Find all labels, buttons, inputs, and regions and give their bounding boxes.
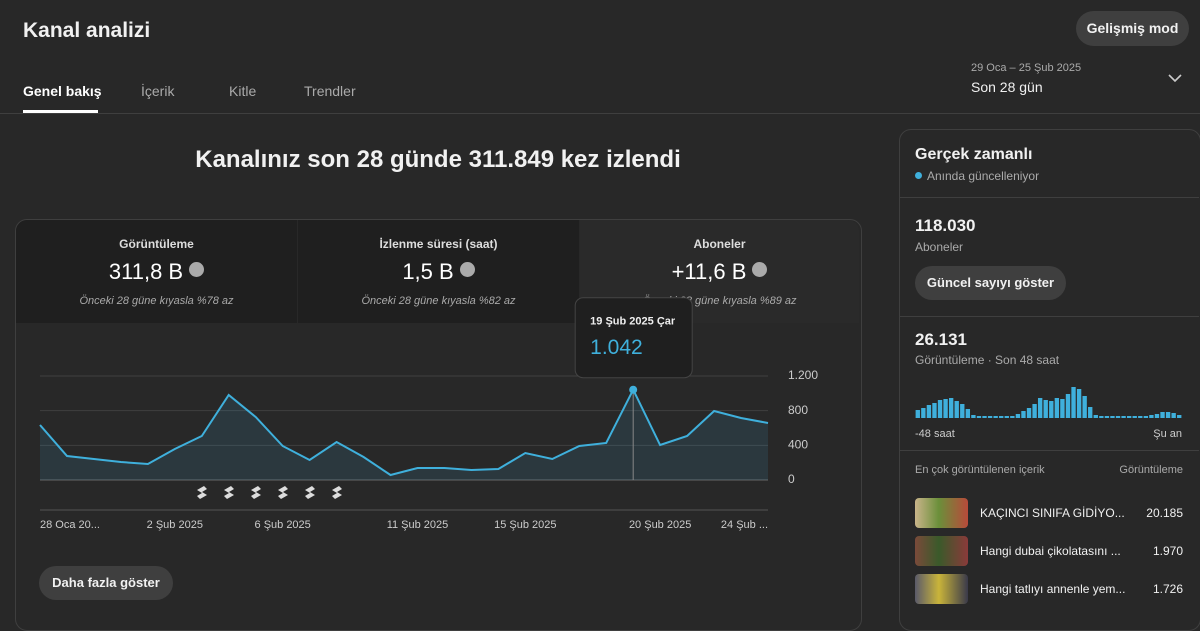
thumbnail [915,498,968,528]
top-content-item[interactable]: KAÇINCI SINIFA GİDİYO... 20.185 [915,498,1183,530]
show-count-button[interactable]: Güncel sayıyı göster [915,266,1066,300]
live-dot [915,172,922,179]
realtime-status: Anında güncelleniyor [927,169,1040,183]
content-title: Hangi tatlıyı annenle yem... [980,582,1126,596]
dropdown-icon[interactable] [1168,73,1182,83]
content-title: Hangi dubai çikolatasını ... [980,544,1121,558]
tab[interactable]: İçerik [141,83,175,99]
page-title: Kanal analizi [23,19,151,42]
metric-name: Görüntüleme [119,237,194,251]
down-icon [752,262,768,277]
tab[interactable]: Genel bakış [23,83,102,99]
metric-value: +11,6 B [671,259,747,284]
metric-name: İzlenme süresi (saat) [379,237,498,251]
realtime-views: 26.131 [915,330,967,349]
metric[interactable]: İzlenme süresi (saat) 1,5 B Önceki 28 gü… [298,220,579,323]
metric[interactable]: Görüntüleme 311,8 B Önceki 28 güne kıyas… [16,220,297,323]
metric-comparison: Önceki 28 güne kıyasla %78 az [79,295,234,307]
thumbnail [915,536,968,566]
date-range[interactable]: 29 Oca – 25 Şub 2025 [971,62,1082,74]
tab[interactable]: Trendler [304,83,356,99]
content-views: 20.185 [1146,506,1183,520]
advanced-mode-button[interactable]: Gelişmiş mod [1076,11,1189,46]
divider [899,316,1199,317]
metric-name: Aboneler [693,237,746,251]
subscriber-count: 118.030 [915,216,976,235]
page: Kanal analizi Gelişmiş mod Genel bakış İ… [0,11,1200,631]
thumbnail [915,574,968,604]
divider [899,450,1199,451]
date-range-label[interactable]: Son 28 gün [971,79,1043,95]
divider [0,113,1200,114]
top-content-item[interactable]: Hangi tatlıyı annenle yem... 1.726 [915,574,1183,606]
top-content-metric: Görüntüleme [1119,464,1183,476]
tab-indicator [23,110,98,113]
metric-value: 311,8 B [108,259,184,284]
content-views: 1.726 [1152,582,1183,596]
content-views: 1.970 [1152,544,1183,558]
top-content-item[interactable]: Hangi dubai çikolatasını ... 1.970 [915,536,1183,568]
realtime-title: Gerçek zamanlı [915,146,1033,163]
realtime-views-label: Görüntüleme · Son 48 saat [915,353,1060,367]
down-icon [189,262,205,277]
show-more-button[interactable]: Daha fazla göster [39,566,173,600]
metric[interactable]: Aboneler +11,6 B Önceki 28 güne kıyasla … [580,220,859,323]
top-content-header: En çok görüntülenen içerik [915,464,1045,476]
headline: Kanalınız son 28 günde 311.849 kez izlen… [195,146,681,173]
content-title: KAÇINCI SINIFA GİDİYO... [980,506,1125,520]
metric-comparison: Önceki 28 güne kıyasla %82 az [361,295,516,307]
metric-value: 1,5 B [402,259,454,284]
divider [899,197,1199,198]
metric-comparison: Önceki 28 güne kıyasla %89 az [642,295,797,307]
down-icon [459,262,475,277]
tab[interactable]: Kitle [229,83,257,99]
subscriber-label: Aboneler [915,240,964,254]
